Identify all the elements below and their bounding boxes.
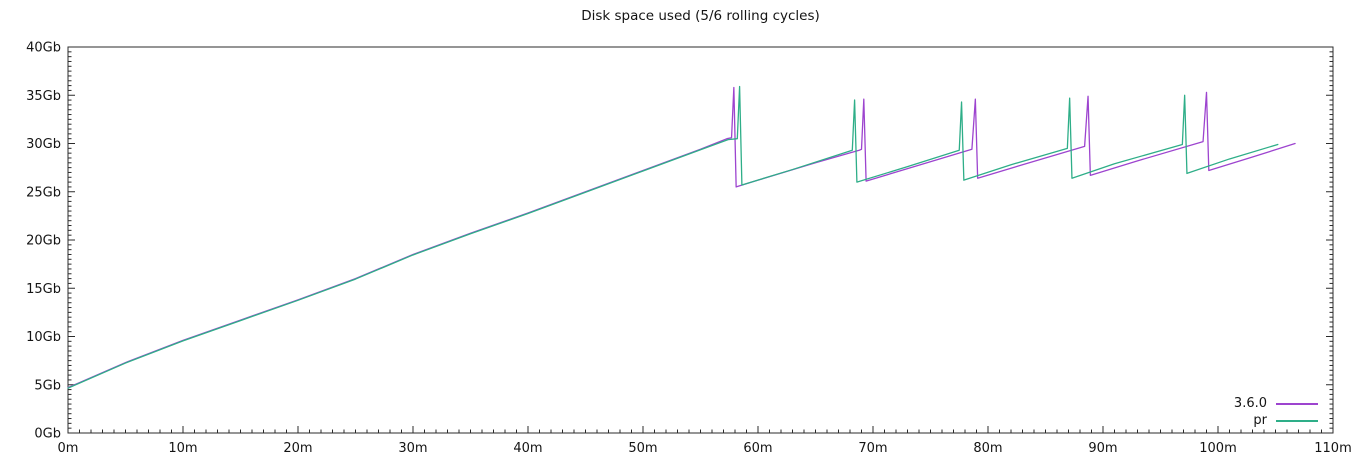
- y-tick-label: 20Gb: [26, 234, 61, 249]
- x-tick-label: 80m: [973, 441, 1002, 456]
- legend-item: pr: [1234, 412, 1318, 429]
- x-tick-label: 30m: [398, 441, 427, 456]
- series-line-1: [67, 85, 1279, 389]
- y-tick-label: 35Gb: [26, 89, 61, 104]
- x-tick-label: 0m: [58, 441, 79, 456]
- legend-item: 3.6.0: [1234, 395, 1318, 412]
- legend-label: pr: [1253, 413, 1267, 428]
- x-tick-label: 60m: [743, 441, 772, 456]
- legend: 3.6.0 pr: [1234, 395, 1318, 429]
- legend-line-sample: [1276, 402, 1318, 405]
- plot-border: [67, 46, 1334, 434]
- y-tick-label: 5Gb: [34, 378, 61, 393]
- x-tick-label: 70m: [858, 441, 887, 456]
- y-tick-label: 0Gb: [34, 427, 61, 442]
- series-line-0: [67, 86, 1296, 389]
- x-tick-label: 50m: [628, 441, 657, 456]
- y-tick-label: 40Gb: [26, 41, 61, 56]
- chart-title: Disk space used (5/6 rolling cycles): [581, 8, 820, 24]
- y-tick-label: 30Gb: [26, 137, 61, 152]
- y-tick-label: 25Gb: [26, 185, 61, 200]
- y-tick-label: 10Gb: [26, 330, 61, 345]
- x-tick-label: 20m: [283, 441, 312, 456]
- legend-line-sample: [1276, 419, 1318, 422]
- x-tick-label: 90m: [1088, 441, 1117, 456]
- y-tick-label: 15Gb: [26, 282, 61, 297]
- x-tick-label: 10m: [168, 441, 197, 456]
- x-tick-label: 40m: [513, 441, 542, 456]
- legend-label: 3.6.0: [1233, 396, 1267, 411]
- x-tick-label: 110m: [1314, 441, 1351, 456]
- x-tick-label: 100m: [1199, 441, 1236, 456]
